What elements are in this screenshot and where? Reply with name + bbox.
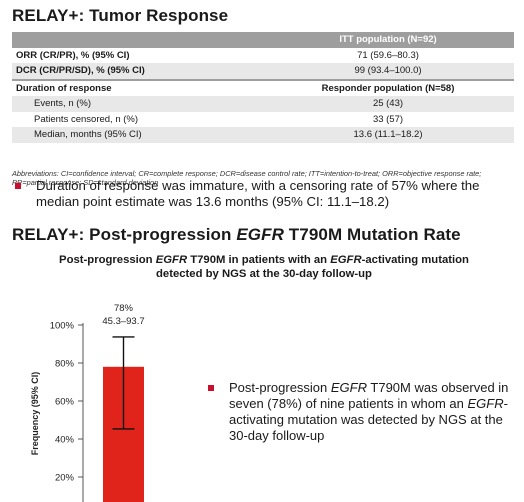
figure-title: Post-progression EGFR T790M in patients … xyxy=(14,253,514,281)
bar-ci-label: 45.3–93.7 xyxy=(102,316,144,327)
bullet-text: Duration of response was immature, with … xyxy=(36,178,480,209)
y-tick-label: 40% xyxy=(55,435,75,446)
row-value: 13.6 (11.1–18.2) xyxy=(262,127,514,143)
title-part-egfr: EGFR xyxy=(236,225,284,244)
bullet-t790m: Post-progression EGFR T790M was observed… xyxy=(208,380,509,444)
table-row-dcr: DCR (CR/PR/SD), % (95% CI) 99 (93.4–100.… xyxy=(12,63,514,80)
row-value: 33 (57) xyxy=(372,113,404,125)
fig-title-part: T790M in patients with an xyxy=(187,254,331,266)
row-label: Duration of response xyxy=(12,78,262,96)
table-row-duration-of-response: Duration of response Responder populatio… xyxy=(12,78,514,96)
row-value: 25 (43) xyxy=(262,96,514,112)
figure-title-line-2: detected by NGS at the 30-day follow-up xyxy=(156,268,372,280)
y-tick-label: 20% xyxy=(55,473,75,484)
title-part: T790M Mutation Rate xyxy=(283,225,461,244)
bullet-square-icon xyxy=(15,183,21,189)
section-title-t790m: RELAY+: Post-progression EGFR T790M Muta… xyxy=(12,225,461,245)
bullet-part-egfr: EGFR xyxy=(467,396,504,411)
bar-value-label: 78% xyxy=(114,303,134,314)
table-row-events: Events, n (%) 25 (43) xyxy=(12,96,514,112)
bullet-part: T790M was observed in seven (78%) of nin… xyxy=(229,380,509,411)
row-label: Median, months (95% CI) xyxy=(12,127,262,143)
row-label: Events, n (%) xyxy=(12,96,262,112)
table-header-blank xyxy=(12,32,262,48)
abbreviations-footnote: Abbreviations: CI=confidence interval; C… xyxy=(12,169,482,187)
fig-title-part: Post-progression xyxy=(59,254,156,266)
section-title-tumor-response: RELAY+: Tumor Response xyxy=(12,6,229,25)
fig-title-part: -activating mutation xyxy=(361,254,469,266)
bullet-duration-of-response: Duration of response was immature, with … xyxy=(15,178,514,210)
y-tick-label: 100% xyxy=(50,321,75,332)
y-tick-label: 60% xyxy=(55,397,75,408)
t790m-bar-chart: 20% 40% 60% 80% 100% Frequency (95% CI) 78% 45.… xyxy=(30,303,145,502)
row-value: 71 (59.6–80.3) xyxy=(357,49,419,61)
row-value: Responder population (N=58) xyxy=(262,78,514,96)
bullet-part: Post-progression xyxy=(229,380,331,395)
table-header-row: ITT population (N=92) xyxy=(12,32,514,48)
row-label: DCR (CR/PR/SD), % (95% CI) xyxy=(12,63,262,80)
y-axis-label: Frequency (95% CI) xyxy=(30,372,40,456)
table-row-orr: ORR (CR/PR), % (95% CI) 71 (59.6–80.3) xyxy=(12,48,514,64)
title-part: RELAY+: Post-progression xyxy=(12,225,237,244)
row-label: Patients censored, n (%) xyxy=(34,113,139,125)
tumor-response-table: ITT population (N=92) ORR (CR/PR), % (95… xyxy=(12,32,514,143)
row-value: 99 (93.4–100.0) xyxy=(262,63,514,80)
bullet-square-icon xyxy=(208,385,214,391)
fig-title-part-egfr: EGFR xyxy=(155,254,188,266)
bullet-part: -activating mutation was detected by NGS… xyxy=(229,396,508,443)
bullet-part-egfr: EGFR xyxy=(330,380,368,395)
y-tick-label: 80% xyxy=(55,359,75,370)
fig-title-part-egfr: EGFR xyxy=(330,254,362,266)
table-row-median: Median, months (95% CI) 13.6 (11.1–18.2) xyxy=(12,127,514,143)
row-label: ORR (CR/PR), % (95% CI) xyxy=(16,49,130,61)
table-header-itt: ITT population (N=92) xyxy=(262,32,514,48)
figure-title-line-1: Post-progression EGFR T790M in patients … xyxy=(14,253,514,267)
table-row-censored: Patients censored, n (%) 33 (57) xyxy=(12,112,514,128)
